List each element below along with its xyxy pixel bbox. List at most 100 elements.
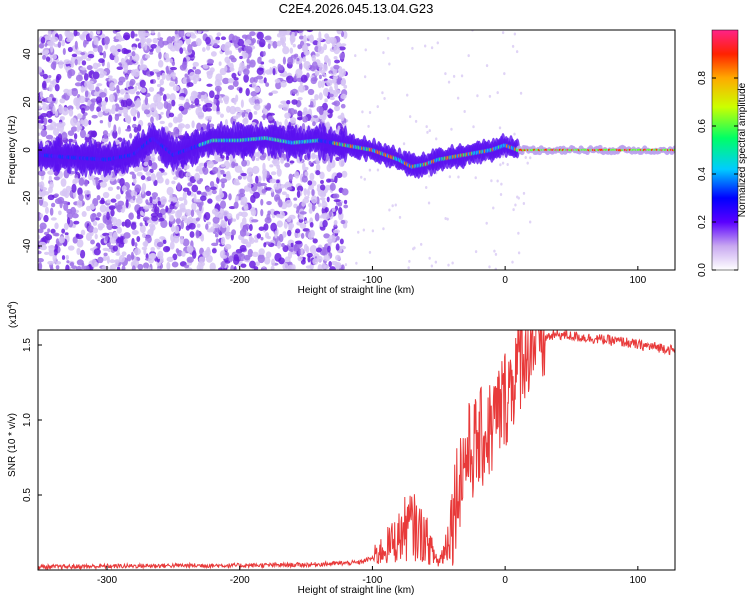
spectrogram-speckle (506, 162, 509, 166)
spectrogram-speckle (156, 212, 163, 218)
spectrogram-speckle (186, 82, 194, 88)
spectrogram-speckle (205, 45, 211, 51)
spectrogram-speckle (383, 97, 386, 101)
spectrogram-speckle (244, 113, 249, 118)
spectrogram-speckle (58, 33, 63, 42)
x-tick-label: -300 (97, 275, 117, 286)
spectrogram-speckle (179, 47, 184, 54)
spectrogram-speckle (141, 246, 148, 251)
spectrogram-speckle (513, 32, 517, 36)
spectrogram-speckle (239, 55, 243, 60)
spectrogram-speckle (148, 159, 153, 167)
spectrogram-speckle (271, 90, 279, 94)
spectrogram-speckle (201, 47, 206, 52)
spectrogram-speckle (295, 228, 301, 234)
spectrogram-speckle (219, 188, 223, 195)
spectrogram-speckle (425, 185, 428, 189)
spectrogram-speckle (322, 219, 328, 228)
spectrogram-speckle (294, 171, 300, 179)
spectrogram-speckle (66, 89, 73, 97)
spectrogram-speckle (248, 111, 253, 121)
spectrogram-speckle (125, 98, 133, 107)
spectrogram-speckle (428, 129, 431, 133)
spectrogram-speckle (270, 188, 274, 193)
spectrogram-speckle (136, 111, 141, 119)
spectrogram-speckle (188, 222, 196, 230)
spectrogram-speckle (231, 161, 236, 169)
spectrogram-speckle (129, 80, 134, 88)
spectrogram-speckle (394, 203, 397, 207)
spectrogram-speckle (303, 188, 308, 196)
spectrogram-speckle (149, 51, 154, 55)
spectrogram-speckle (79, 67, 87, 71)
spectrogram-speckle (47, 260, 55, 265)
spectrogram-speckle (136, 171, 143, 177)
spectrogram-speckle (260, 182, 268, 187)
spectrogram-speckle (171, 180, 176, 185)
spectrogram-speckle (57, 41, 62, 48)
spectrogram-speckle (227, 85, 235, 90)
spectrogram-speckle (114, 259, 119, 267)
spectrogram-speckle (303, 34, 307, 43)
spectrogram-speckle (47, 30, 52, 37)
spectrogram-speckle (224, 119, 228, 127)
spectrogram-speckle (186, 256, 194, 263)
spectrogram-speckle (295, 68, 303, 78)
spectrogram-speckle (231, 35, 239, 45)
spectrogram-speckle (216, 176, 220, 184)
colorbar-ticks: 0.0 0.2 0.4 0.6 0.8 (697, 71, 738, 277)
spectrogram-speckle (197, 111, 205, 120)
spectrogram-speckle (329, 96, 335, 101)
spectrogram-speckle (240, 211, 248, 218)
spectrogram-speckle (337, 201, 343, 207)
colorbar-tick-label: 0.4 (697, 167, 708, 181)
spectrogram-speckle (148, 253, 157, 259)
spectrogram-speckle (193, 193, 197, 203)
spectrogram-speckle (328, 160, 336, 169)
spectrogram-speckle (178, 197, 185, 202)
spectrogram-speckle (212, 104, 217, 112)
spectrogram-speckle (145, 190, 152, 196)
spectrogram-speckle (67, 69, 72, 79)
spectrogram-speckle (291, 88, 298, 95)
spectrogram-speckle (159, 196, 167, 205)
spectrogram-speckle (273, 183, 281, 190)
spectrogram-speckle (71, 88, 78, 92)
spectrogram-speckle (169, 203, 175, 210)
spectrogram-speckle (162, 93, 167, 102)
spectrogram-speckle (40, 36, 46, 44)
spectrogram-speckle (143, 109, 151, 115)
spectrogram-speckle (228, 193, 232, 201)
spectrogram-speckle (159, 78, 165, 86)
spectrogram-speckle (215, 238, 219, 244)
spectrogram-speckle (151, 215, 158, 222)
spectrogram-speckle (298, 216, 305, 220)
spectrogram-speckle (343, 84, 348, 89)
spectrogram-speckle (202, 166, 206, 172)
spectrogram-speckle (190, 209, 195, 218)
spectrogram-speckle (220, 163, 226, 168)
spectrogram-speckle (263, 223, 269, 231)
spectrogram-speckle (519, 91, 523, 95)
spectrogram-speckle (388, 62, 391, 66)
spectrogram-speckle (171, 99, 176, 107)
spectrogram-speckle (340, 43, 347, 47)
spectrogram-speckle (158, 51, 162, 60)
spectrogram-speckle (73, 220, 80, 225)
spectrogram-speckle (298, 30, 303, 33)
spectrogram-speckle (123, 238, 128, 244)
spectrogram-speckle (206, 160, 214, 169)
spectrogram-speckle (290, 117, 297, 124)
spectrogram-speckle (125, 191, 130, 196)
spectrogram-speckle (134, 33, 138, 37)
chart-title: C2E4.2026.045.13.04.G23 (279, 1, 434, 16)
spectrogram-speckle (131, 229, 139, 235)
spectrogram-speckle (126, 115, 132, 124)
spectrogram-speckle (58, 236, 65, 244)
spectrogram-speckle (232, 80, 239, 88)
spectrogram-speckle (275, 196, 281, 201)
spectrogram-speckle (228, 50, 233, 55)
spectrogram-speckle (291, 99, 298, 105)
spectrogram-speckle (321, 247, 329, 257)
spectrogram-speckle (254, 86, 261, 93)
